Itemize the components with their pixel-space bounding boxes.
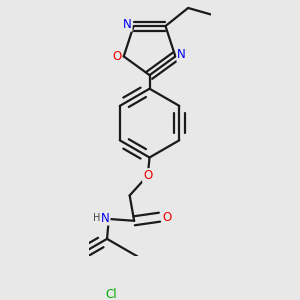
Text: N: N bbox=[101, 212, 110, 225]
Text: H: H bbox=[93, 213, 101, 223]
Text: Cl: Cl bbox=[106, 288, 117, 300]
Text: N: N bbox=[123, 18, 132, 31]
Text: O: O bbox=[162, 211, 171, 224]
Text: O: O bbox=[143, 169, 152, 182]
Text: O: O bbox=[112, 50, 121, 63]
Text: N: N bbox=[177, 48, 186, 61]
